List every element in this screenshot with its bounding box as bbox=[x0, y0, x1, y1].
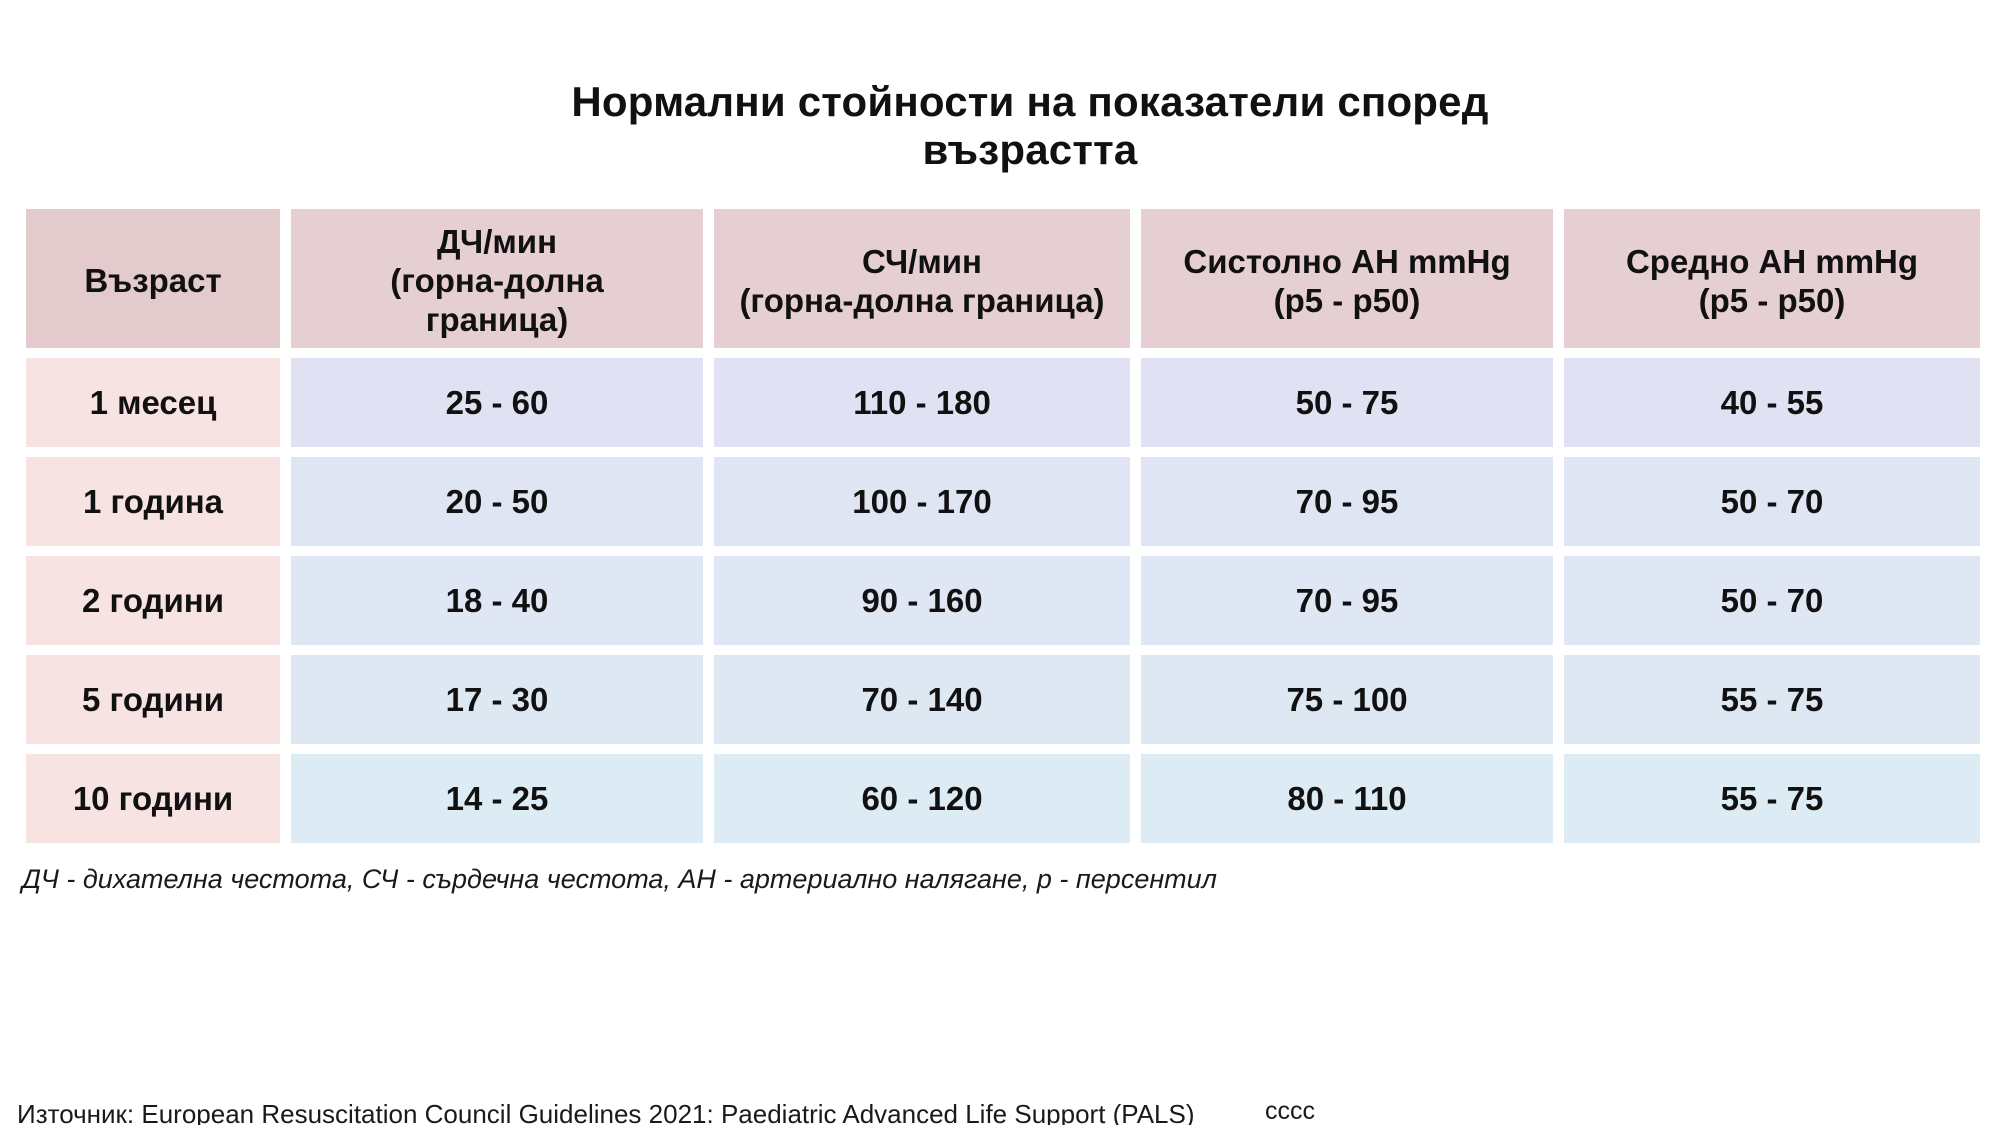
table-row-age: 2 години bbox=[26, 556, 280, 645]
header-mean-bp-label: Средно АН mmHg (p5 - p50) bbox=[1625, 242, 1919, 319]
table-cell-mean-bp: 50 - 70 bbox=[1564, 457, 1980, 546]
table-cell-respiratory-rate: 25 - 60 bbox=[291, 358, 703, 447]
header-age-label: Възраст bbox=[84, 262, 222, 299]
table-cell-mean-bp: 55 - 75 bbox=[1564, 655, 1980, 744]
table-cell-mean-bp: 55 - 75 bbox=[1564, 754, 1980, 843]
table-cell-systolic-bp: 50 - 75 bbox=[1141, 358, 1553, 447]
abbreviations-note: ДЧ - дихателна честота, СЧ - сърдечна че… bbox=[22, 864, 1217, 894]
header-mean-bp: Средно АН mmHg (p5 - p50) bbox=[1564, 209, 1980, 348]
header-heart-rate-label: СЧ/мин (горна-долна граница) bbox=[739, 242, 1105, 319]
table-cell-systolic-bp: 75 - 100 bbox=[1141, 655, 1553, 744]
table-cell-respiratory-rate: 17 - 30 bbox=[291, 655, 703, 744]
header-systolic-bp: Систолно АН mmHg (p5 - p50) bbox=[1141, 209, 1553, 348]
header-respiratory-rate-label: ДЧ/мин (горна-долна граница) bbox=[390, 223, 604, 338]
table-cell-respiratory-rate: 14 - 25 bbox=[291, 754, 703, 843]
table-cell-systolic-bp: 70 - 95 bbox=[1141, 457, 1553, 546]
table-cell-mean-bp: 40 - 55 bbox=[1564, 358, 1980, 447]
table-cell-systolic-bp: 70 - 95 bbox=[1141, 556, 1553, 645]
table-cell-heart-rate: 70 - 140 bbox=[714, 655, 1130, 744]
table-cell-heart-rate: 110 - 180 bbox=[714, 358, 1130, 447]
norms-table: Възраст ДЧ/мин (горна-долна граница) СЧ/… bbox=[26, 209, 1980, 843]
table-cell-heart-rate: 60 - 120 bbox=[714, 754, 1130, 843]
table-cell-mean-bp: 50 - 70 bbox=[1564, 556, 1980, 645]
header-heart-rate: СЧ/мин (горна-долна граница) bbox=[714, 209, 1130, 348]
extra-text: сссс bbox=[1265, 1097, 1315, 1125]
header-respiratory-rate: ДЧ/мин (горна-долна граница) bbox=[291, 209, 703, 348]
table-row-age: 5 години bbox=[26, 655, 280, 744]
table-cell-respiratory-rate: 20 - 50 bbox=[291, 457, 703, 546]
source-citation: Източник: European Resuscitation Council… bbox=[17, 1099, 1195, 1125]
table-cell-systolic-bp: 80 - 110 bbox=[1141, 754, 1553, 843]
page-title: Нормални стойности на показатели според … bbox=[571, 78, 1489, 173]
table-row-age: 1 месец bbox=[26, 358, 280, 447]
table-cell-heart-rate: 100 - 170 bbox=[714, 457, 1130, 546]
table-row-age: 10 години bbox=[26, 754, 280, 843]
table-cell-heart-rate: 90 - 160 bbox=[714, 556, 1130, 645]
table-cell-respiratory-rate: 18 - 40 bbox=[291, 556, 703, 645]
header-age: Възраст bbox=[26, 209, 280, 348]
header-systolic-bp-label: Систолно АН mmHg (p5 - p50) bbox=[1183, 242, 1511, 319]
table-row-age: 1 година bbox=[26, 457, 280, 546]
